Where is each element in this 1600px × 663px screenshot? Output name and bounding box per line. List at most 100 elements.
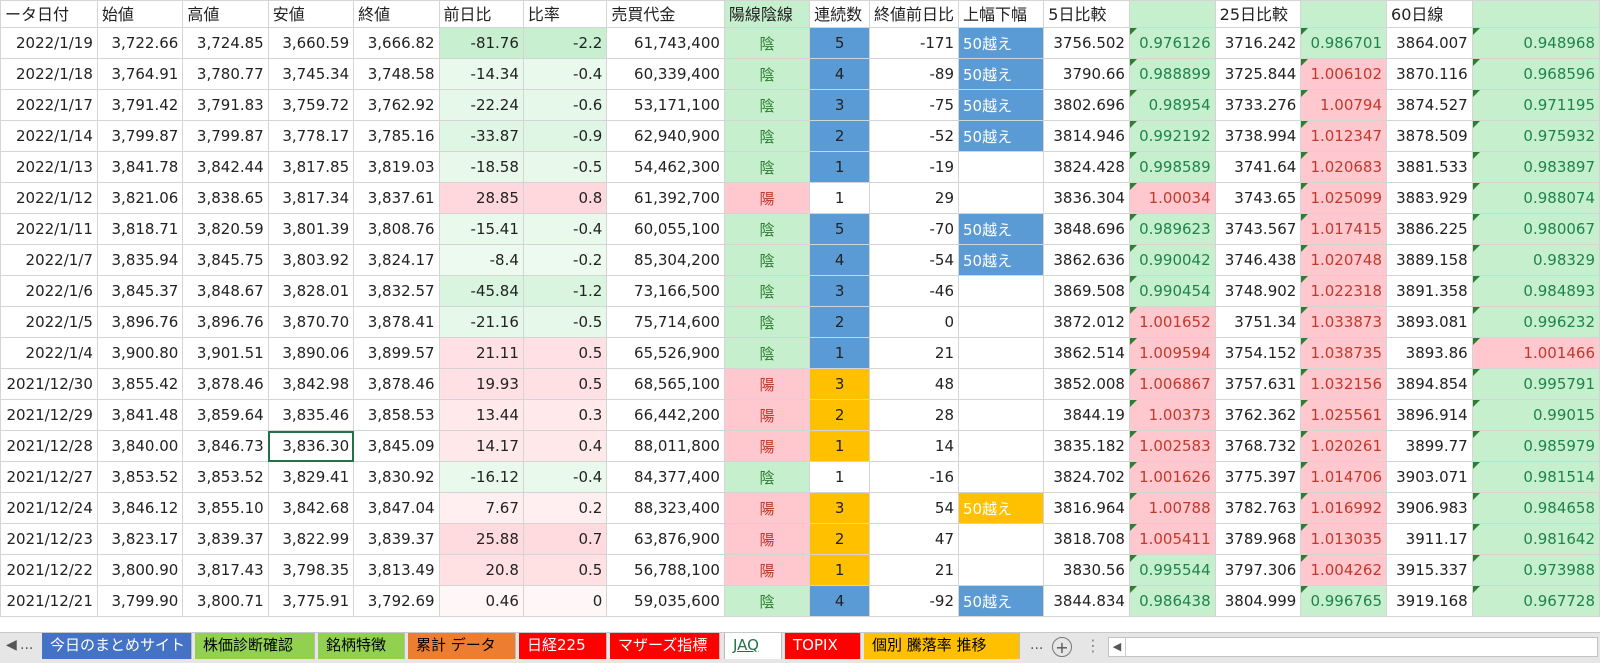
date-cell[interactable]: 2022/1/13 (0, 151, 98, 183)
low-cell[interactable]: 3,798.35 (267, 554, 355, 586)
column-header[interactable]: 60日線 (1386, 0, 1473, 28)
ratio60-cell[interactable]: 0.988074 (1471, 182, 1600, 214)
ratio25-cell[interactable]: 0.996765 (1300, 585, 1388, 617)
close-cell[interactable]: 3,762.92 (353, 89, 440, 121)
change-cell[interactable]: 25.88 (438, 523, 524, 555)
high-cell[interactable]: 3,901.51 (182, 337, 269, 369)
candle-cell[interactable]: 陰 (723, 244, 811, 276)
date-cell[interactable]: 2021/12/29 (0, 399, 98, 431)
turnover-cell[interactable]: 61,743,400 (606, 27, 725, 59)
streak-cell[interactable]: 2 (809, 306, 870, 338)
high-cell[interactable]: 3,845.75 (182, 244, 269, 276)
ratio60-cell[interactable]: 0.984893 (1471, 275, 1600, 307)
ratio-cell[interactable]: -0.4 (522, 461, 608, 493)
streak-cell[interactable]: 2 (809, 399, 870, 431)
column-header[interactable]: 前日比 (438, 0, 524, 28)
ratio60-cell[interactable]: 0.967728 (1471, 585, 1600, 617)
ratio25-cell[interactable]: 0.986701 (1300, 27, 1388, 59)
close-diff-cell[interactable]: -54 (868, 244, 960, 276)
high-cell[interactable]: 3,846.73 (182, 430, 269, 462)
change-cell[interactable]: 0.46 (438, 585, 524, 617)
avg25-cell[interactable]: 3757.631 (1214, 368, 1302, 400)
open-cell[interactable]: 3,764.91 (96, 58, 184, 90)
ratio5-cell[interactable]: 1.005411 (1128, 523, 1216, 555)
open-cell[interactable]: 3,845.37 (96, 275, 184, 307)
close-cell[interactable]: 3,748.58 (353, 58, 440, 90)
open-cell[interactable]: 3,846.12 (96, 492, 184, 524)
high-cell[interactable]: 3,842.44 (182, 151, 269, 183)
streak-cell[interactable]: 4 (809, 58, 870, 90)
sheet-tab[interactable]: 個別 騰落率 推移 (864, 633, 1020, 659)
range-tag-cell[interactable] (958, 306, 1045, 338)
ratio5-cell[interactable]: 0.98954 (1128, 89, 1216, 121)
range-tag-cell[interactable] (958, 430, 1045, 462)
close-cell[interactable]: 3,832.57 (353, 275, 440, 307)
ratio5-cell[interactable]: 0.998589 (1128, 151, 1216, 183)
avg60-cell[interactable]: 3899.77 (1386, 430, 1473, 462)
close-diff-cell[interactable]: 47 (868, 523, 960, 555)
streak-cell[interactable]: 1 (809, 182, 870, 214)
close-cell[interactable]: 3,845.09 (353, 430, 440, 462)
open-cell[interactable]: 3,799.87 (96, 120, 184, 152)
change-cell[interactable]: -16.12 (438, 461, 524, 493)
ratio60-cell[interactable]: 0.975932 (1471, 120, 1600, 152)
tabs-overflow-left-button[interactable]: ... (20, 637, 34, 653)
high-cell[interactable]: 3,848.67 (182, 275, 269, 307)
ratio-cell[interactable]: -0.4 (522, 58, 608, 90)
ratio60-cell[interactable]: 0.98329 (1471, 244, 1600, 276)
range-tag-cell[interactable]: 50越え (958, 58, 1045, 90)
horizontal-scrollbar[interactable]: ◀ (1108, 637, 1598, 657)
turnover-cell[interactable]: 60,055,100 (606, 213, 725, 245)
ratio60-cell[interactable]: 0.984658 (1471, 492, 1600, 524)
candle-cell[interactable]: 陽 (723, 182, 811, 214)
ratio-cell[interactable]: 0.8 (522, 182, 608, 214)
date-cell[interactable]: 2022/1/18 (0, 58, 98, 90)
range-tag-cell[interactable]: 50越え (958, 27, 1045, 59)
close-diff-cell[interactable]: -16 (868, 461, 960, 493)
avg5-cell[interactable]: 3836.304 (1043, 182, 1130, 214)
close-diff-cell[interactable]: 29 (868, 182, 960, 214)
ratio60-cell[interactable]: 0.948968 (1471, 27, 1600, 59)
range-tag-cell[interactable]: 50越え (958, 213, 1045, 245)
change-cell[interactable]: -33.87 (438, 120, 524, 152)
close-diff-cell[interactable]: -171 (868, 27, 960, 59)
turnover-cell[interactable]: 73,166,500 (606, 275, 725, 307)
ratio-cell[interactable]: -0.5 (522, 151, 608, 183)
candle-cell[interactable]: 陽 (723, 399, 811, 431)
sheet-tab[interactable]: 日経225 (519, 633, 607, 659)
range-tag-cell[interactable] (958, 461, 1045, 493)
avg25-cell[interactable]: 3768.732 (1214, 430, 1302, 462)
ratio60-cell[interactable]: 0.983897 (1471, 151, 1600, 183)
date-cell[interactable]: 2021/12/21 (0, 585, 98, 617)
high-cell[interactable]: 3,800.71 (182, 585, 269, 617)
high-cell[interactable]: 3,817.43 (182, 554, 269, 586)
range-tag-cell[interactable] (958, 554, 1045, 586)
ratio60-cell[interactable]: 0.971195 (1471, 89, 1600, 121)
ratio5-cell[interactable]: 1.006867 (1128, 368, 1216, 400)
close-diff-cell[interactable]: 48 (868, 368, 960, 400)
turnover-cell[interactable]: 60,339,400 (606, 58, 725, 90)
date-cell[interactable]: 2021/12/22 (0, 554, 98, 586)
open-cell[interactable]: 3,821.06 (96, 182, 184, 214)
open-cell[interactable]: 3,800.90 (96, 554, 184, 586)
avg25-cell[interactable]: 3754.152 (1214, 337, 1302, 369)
ratio25-cell[interactable]: 1.022318 (1300, 275, 1388, 307)
avg5-cell[interactable]: 3830.56 (1043, 554, 1130, 586)
streak-cell[interactable]: 4 (809, 585, 870, 617)
avg5-cell[interactable]: 3844.19 (1043, 399, 1130, 431)
avg60-cell[interactable]: 3903.071 (1386, 461, 1473, 493)
avg5-cell[interactable]: 3814.946 (1043, 120, 1130, 152)
sheet-tab[interactable]: 今日のまとめサイト (42, 633, 192, 659)
ratio60-cell[interactable]: 0.973988 (1471, 554, 1600, 586)
avg60-cell[interactable]: 3891.358 (1386, 275, 1473, 307)
turnover-cell[interactable]: 54,462,300 (606, 151, 725, 183)
high-cell[interactable]: 3,855.10 (182, 492, 269, 524)
open-cell[interactable]: 3,799.90 (96, 585, 184, 617)
ratio5-cell[interactable]: 0.976126 (1128, 27, 1216, 59)
close-cell[interactable]: 3,899.57 (353, 337, 440, 369)
column-header[interactable]: 売買代金 (606, 0, 725, 28)
candle-cell[interactable]: 陰 (723, 461, 811, 493)
turnover-cell[interactable]: 84,377,400 (606, 461, 725, 493)
ratio5-cell[interactable]: 1.00373 (1128, 399, 1216, 431)
turnover-cell[interactable]: 56,788,100 (606, 554, 725, 586)
